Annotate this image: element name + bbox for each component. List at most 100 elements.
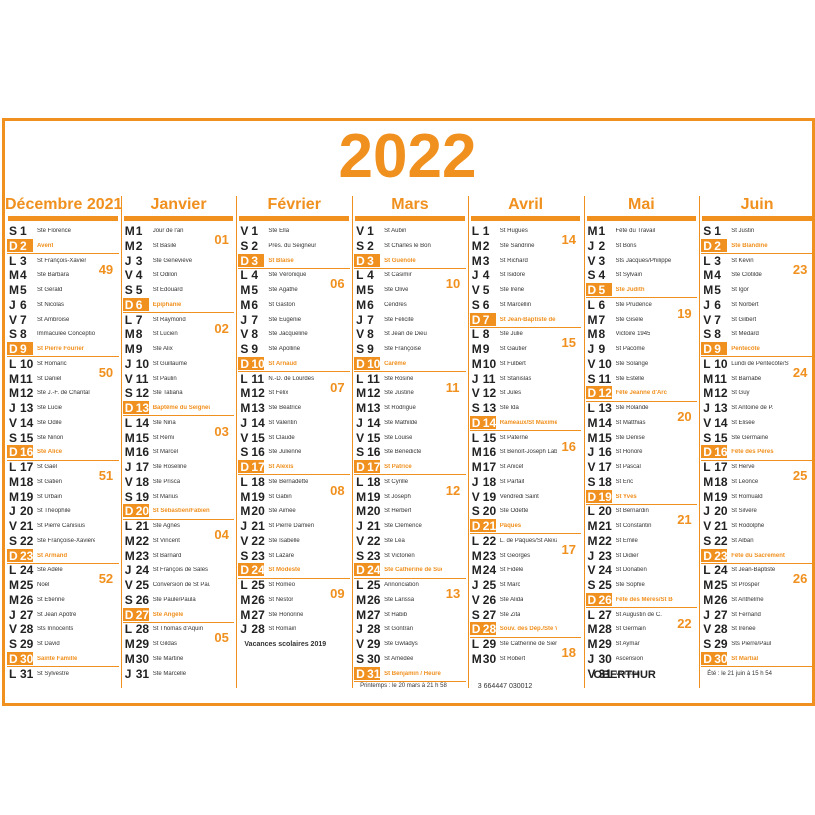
saint-name: St Prosper xyxy=(731,582,760,588)
day-letter: V xyxy=(703,415,712,430)
saint-name: St Modeste xyxy=(268,567,301,574)
day-letter: M xyxy=(124,327,135,342)
saint-name: Noël xyxy=(37,582,50,588)
sunday-highlight xyxy=(585,283,612,296)
day-letter: J xyxy=(587,342,595,356)
sunday-highlight xyxy=(354,563,381,577)
day-letter: M xyxy=(124,548,135,563)
saint-name: Ste Honorine xyxy=(268,611,304,618)
day-number: 24 xyxy=(367,563,381,578)
saint-name: Ste Agathe xyxy=(268,287,298,293)
day-letter: L xyxy=(124,519,133,533)
day-letter: M xyxy=(703,371,714,386)
saint-name: St Marius xyxy=(152,493,179,500)
week-separator xyxy=(7,459,119,461)
week-separator xyxy=(7,666,119,667)
saint-name: Ste Alida xyxy=(499,596,524,603)
day-letter: M xyxy=(587,519,598,533)
week-separator xyxy=(354,267,466,269)
day-number: 8 xyxy=(135,327,143,342)
day-letter: S xyxy=(587,268,596,283)
day-letter: S xyxy=(703,430,712,445)
saint-name: Sts Jacques/Philippe xyxy=(615,257,672,264)
month-name: Février xyxy=(267,196,321,213)
day-letter: M xyxy=(587,533,598,548)
day-number: 12 xyxy=(714,386,728,401)
sunday-highlight xyxy=(7,238,33,252)
day-letter: M xyxy=(471,342,482,356)
day-letter: V xyxy=(587,356,596,371)
saint-name: Annonciation xyxy=(384,582,419,588)
day-number: 23 xyxy=(20,548,34,563)
day-number: 25 xyxy=(598,578,612,592)
day-letter: L xyxy=(587,297,595,312)
day-number: 29 xyxy=(482,637,497,651)
saint-name: St Barnard xyxy=(152,552,182,559)
day-letter: L xyxy=(703,253,711,268)
saint-name: St Richard xyxy=(499,257,528,264)
day-letter: S xyxy=(356,548,365,563)
week-number: 22 xyxy=(677,615,692,631)
day-number: 22 xyxy=(135,533,150,548)
day-number: 12 xyxy=(20,386,34,401)
saint-name: Ste Estelle xyxy=(615,375,645,382)
day-letter: D xyxy=(9,238,18,253)
saint-name: St Benoît-Joseph Labre xyxy=(499,449,558,456)
saint-name: St Gontran xyxy=(384,626,414,633)
week-number: 21 xyxy=(677,512,692,528)
saint-name: Ste Tatiana xyxy=(152,390,183,397)
saint-name: Sts Innocents xyxy=(37,626,74,633)
day-letter: L xyxy=(240,578,248,592)
day-number: 24 xyxy=(135,563,150,578)
saint-name: St Pierre Canisius xyxy=(37,523,86,529)
day-letter: S xyxy=(471,401,480,415)
day-number: 7 xyxy=(367,312,374,327)
day-letter: D xyxy=(124,401,134,415)
day-number: 20 xyxy=(251,504,265,519)
saint-name: St Marcel xyxy=(152,449,179,456)
saint-name: St Justin xyxy=(731,228,755,234)
day-letter: S xyxy=(124,592,133,607)
saint-name: N.-D. de Lourdes xyxy=(268,375,315,382)
week-separator xyxy=(354,474,466,476)
day-letter: M xyxy=(703,489,714,504)
saint-name: Ste Justine xyxy=(384,390,414,397)
sunday-highlight xyxy=(238,460,265,473)
day-letter: M xyxy=(240,386,251,401)
week-number: 11 xyxy=(445,379,460,395)
day-number: 30 xyxy=(20,651,34,666)
column-divider xyxy=(352,196,354,688)
day-letter: M xyxy=(9,386,19,401)
saint-name: Ste J.-F. de Chantal xyxy=(37,390,90,397)
day-letter: M xyxy=(124,637,135,651)
day-letter: L xyxy=(240,474,248,489)
month-bar xyxy=(702,216,812,221)
day-letter: S xyxy=(9,430,18,445)
saint-name: St Herbert xyxy=(384,508,412,515)
day-number: 1 xyxy=(598,224,606,238)
saint-name: St Fulbert xyxy=(499,360,526,367)
day-number: 27 xyxy=(20,607,34,622)
day-number: 25 xyxy=(135,578,150,592)
sunday-highlight xyxy=(585,386,612,400)
week-number: 05 xyxy=(214,630,229,646)
day-letter: D xyxy=(240,460,250,474)
day-number: 25 xyxy=(20,578,34,592)
day-number: 27 xyxy=(251,607,265,622)
saint-name: St Anthelme xyxy=(731,596,764,603)
saint-name: Fête du Sacrement xyxy=(731,552,785,559)
day-letter: J xyxy=(9,401,16,415)
saint-name: St Aymar xyxy=(615,641,640,647)
saint-name: St Romain xyxy=(268,626,297,633)
day-letter: M xyxy=(587,430,598,445)
week-number: 06 xyxy=(330,276,345,292)
day-number: 18 xyxy=(135,474,150,489)
saint-name: Ste Barbara xyxy=(37,272,70,279)
saint-name: St Ambroise xyxy=(37,316,70,323)
day-number: 31 xyxy=(20,666,34,681)
week-number: 16 xyxy=(561,438,576,454)
day-number: 28 xyxy=(20,622,34,637)
week-separator xyxy=(354,371,466,372)
saint-name: St Guy xyxy=(731,390,750,397)
